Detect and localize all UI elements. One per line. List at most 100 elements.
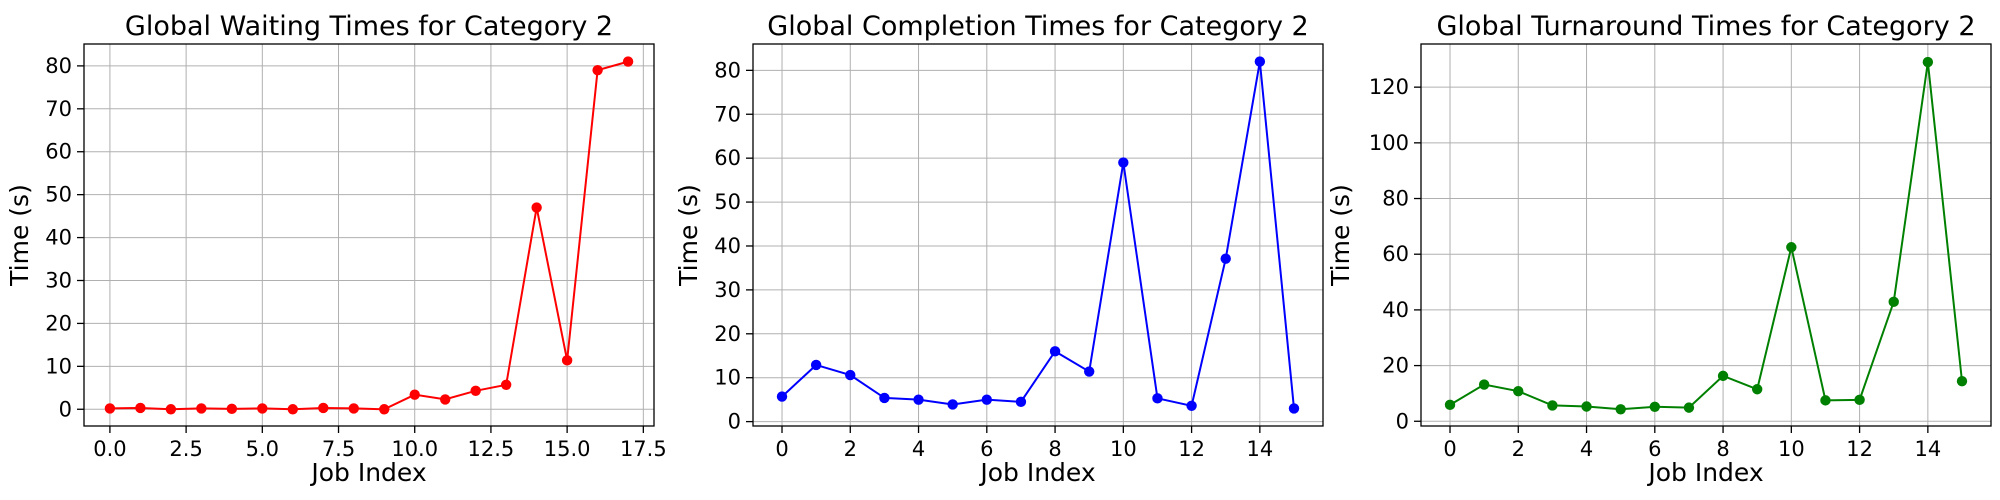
data-point [1683,402,1695,413]
chart-title: Global Completion Times for Category 2 [767,11,1308,42]
data-point [531,202,542,213]
x-tick-label: 14 [1914,437,1941,461]
y-tick-label: 10 [45,354,72,378]
series-line [109,60,629,411]
y-tick-label: 40 [1382,298,1409,322]
y-tick-label: 80 [1382,187,1409,211]
data-point [287,404,298,415]
data-point [622,56,634,67]
y-tick-label: 30 [714,278,741,302]
x-tick-label: 14 [1246,437,1273,461]
data-point [810,359,822,371]
data-point [1615,404,1626,415]
data-point [1220,253,1231,264]
x-tick-label: 7.5 [322,437,355,461]
data-point [409,389,420,400]
series-line [781,61,1295,409]
y-tick-label: 80 [714,58,741,82]
x-tick-label: 12 [1846,437,1873,461]
x-tick-label: 15.0 [544,437,591,461]
data-point [1152,393,1163,404]
data-point [440,394,451,405]
data-point [257,403,268,414]
y-axis-label: Time (s) [674,184,703,287]
data-point [135,402,146,414]
data-point [947,399,958,410]
x-tick-label: 17.5 [620,437,667,461]
data-point [1786,242,1797,253]
x-tick-label: 10 [1110,437,1137,461]
x-tick-label: 4 [912,437,925,461]
y-tick-label: 70 [714,102,741,126]
data-point [981,394,993,405]
chart-title: Global Turnaround Times for Category 2 [1437,11,1976,42]
data-point [1581,401,1592,412]
x-tick-label: 0 [1443,437,1456,461]
y-tick-label: 60 [714,146,741,170]
y-tick-label: 20 [714,322,741,346]
chart-title: Global Waiting Times for Category 2 [125,11,613,42]
data-point [879,392,890,404]
y-tick-label: 60 [1382,242,1409,266]
x-tick-label: 0 [775,437,788,461]
y-tick-label: 20 [45,311,72,335]
data-point [1049,346,1061,357]
data-point [913,394,924,405]
x-tick-label: 0.0 [93,437,126,461]
data-point [1513,385,1524,397]
data-point [1547,400,1558,411]
data-point [196,403,207,414]
plot-frame [752,43,1324,427]
data-point [1854,394,1865,406]
y-tick-label: 80 [45,54,72,78]
series-line [1449,61,1963,411]
data-point [1649,401,1661,412]
data-point [1083,366,1095,377]
x-tick-label: 12 [1178,437,1205,461]
data-point [379,404,390,415]
x-tick-label: 10.0 [391,437,438,461]
data-point [1751,384,1763,395]
y-tick-label: 20 [1382,354,1409,378]
data-point [104,403,116,414]
x-tick-label: 8 [1716,437,1729,461]
x-tick-label: 2 [844,437,857,461]
data-point [1288,403,1300,414]
data-point [348,403,359,414]
x-tick-label: 10 [1778,437,1805,461]
data-point [561,355,573,366]
data-point [226,403,238,415]
y-tick-label: 50 [714,190,741,214]
data-point [592,64,603,76]
y-tick-label: 100 [1369,131,1409,155]
data-point [1118,157,1129,168]
x-tick-label: 2 [1512,437,1525,461]
data-point [318,402,329,414]
chart-panel-2: 0 2 4 6 8 10 12 14 0 10 20 30 40 50 60 70 80 Global Compl… [674,11,1324,487]
data-point [845,369,856,381]
data-point [1956,375,1968,387]
plot-frame [83,43,655,427]
data-point [470,385,481,397]
y-tick-label: 40 [714,234,741,258]
x-tick-label: 6 [980,437,993,461]
y-axis-label: Time (s) [1326,184,1355,287]
y-tick-label: 0 [59,397,72,421]
x-tick-label: 5.0 [246,437,279,461]
y-axis-label: Time (s) [5,184,34,287]
y-tick-label: 10 [714,366,741,390]
data-point [500,379,512,390]
data-point [1186,400,1197,412]
chart-panel-1: 0.0 2.5 5.0 7.5 10.0 12.5 15.0 17.5 0 10 20 30 40 50 6… [5,11,667,487]
data-point [776,391,788,402]
x-tick-label: 12.5 [468,437,515,461]
data-point [1444,399,1456,411]
chart-panel-3: 0 2 4 6 8 10 12 14 0 20 40 60 80 100 120 Global Turnaro… [1326,11,1992,487]
data-point [1015,396,1027,408]
y-tick-label: 40 [45,226,72,250]
x-axis-label: Job Index [1646,458,1763,487]
data-point [1820,395,1831,406]
x-tick-label: 2.5 [169,437,202,461]
y-tick-label: 0 [728,410,741,434]
